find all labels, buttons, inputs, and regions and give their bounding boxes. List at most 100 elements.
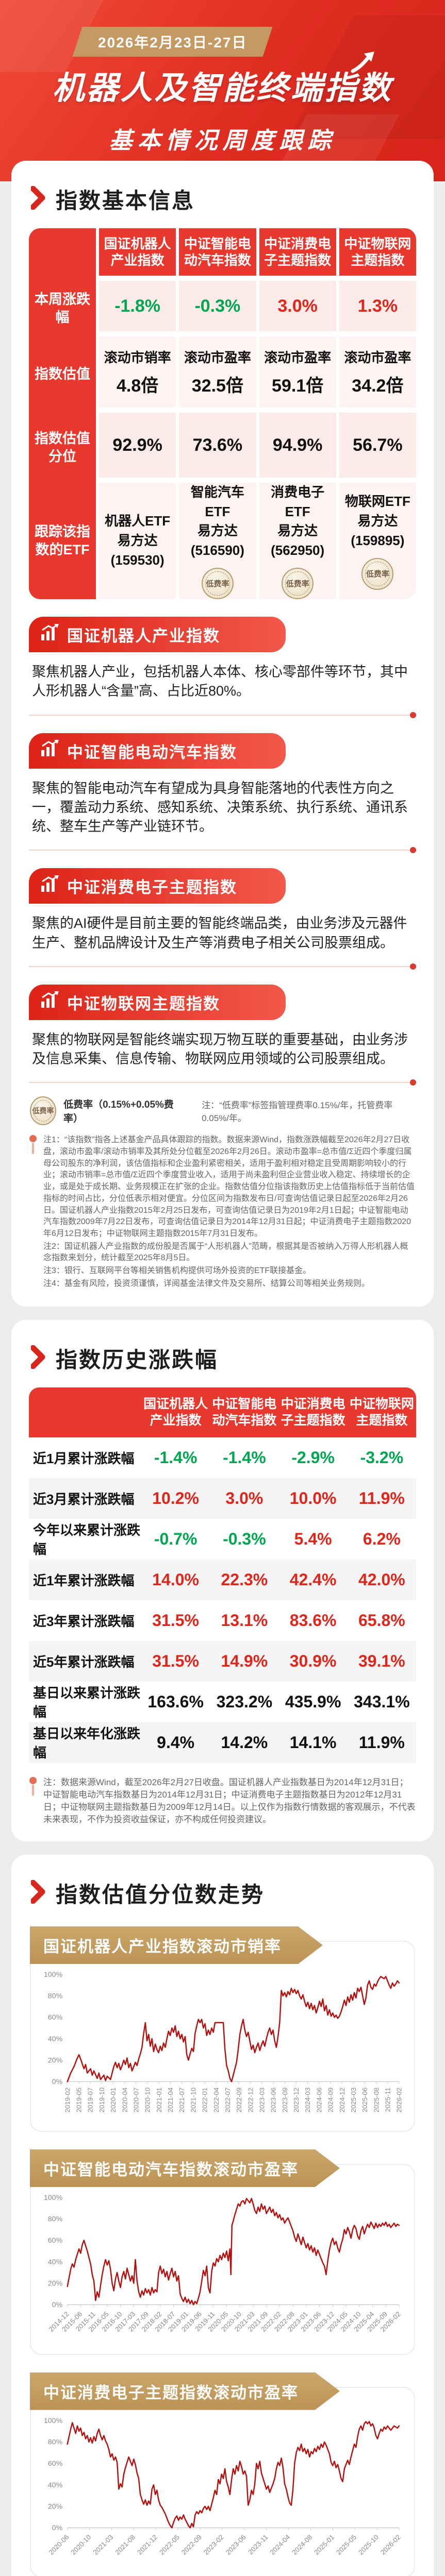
column-header: 中证物联网 主题指数 [347, 1387, 416, 1437]
svg-text:2023-02: 2023-02 [202, 2533, 225, 2556]
percentile-line-chart: 0%20%40%60%80%100%2014-122015-062015-112… [44, 2194, 402, 2333]
cell-value: 3.0% [277, 296, 318, 316]
svg-text:2023-11: 2023-11 [246, 2533, 269, 2555]
chart-growth-icon [40, 991, 59, 1013]
table-cell: 10.0% [278, 1478, 348, 1519]
svg-text:2022-09: 2022-09 [235, 2088, 243, 2113]
cell-value: 4.8倍 [116, 376, 159, 396]
table-cell: 30.9% [278, 1640, 348, 1682]
divider-line [29, 847, 416, 854]
low-fee-seal-icon: 低费率 [30, 1096, 57, 1126]
index-card-title: 中证智能电动汽车指数 [67, 743, 237, 761]
page-title-line2: 基本情况周度跟踪 [109, 127, 336, 154]
svg-text:2025-11: 2025-11 [384, 2088, 392, 2112]
row-label: 本周涨跌幅 [29, 281, 96, 336]
chart-panel: 国证机器人产业指数滚动市销率 0% 20% 40% 60% 80% 100% 2019-02 2… [30, 1941, 415, 2132]
table-cell: -0.3% [179, 281, 256, 336]
svg-text:2021-10: 2021-10 [189, 2088, 197, 2113]
table-cell: 323.2% [216, 1692, 273, 1711]
svg-text:60%: 60% [48, 2460, 63, 2468]
svg-text:0%: 0% [52, 2078, 63, 2086]
row-label: 近5年累计涨跌幅 [29, 1640, 141, 1682]
table-cell: 滚动市销率 4.8倍 [99, 336, 176, 413]
table-cell: 94.9% [259, 413, 336, 483]
table-cell: 滚动市盈率 34.2倍 [339, 336, 416, 413]
cell-value: 1.3% [357, 296, 398, 316]
title-accent-text: 指数 [324, 71, 393, 106]
svg-text:0%: 0% [52, 2524, 63, 2532]
table-cell: -0.3% [223, 1529, 266, 1548]
low-fee-legend-label: 低费率（0.15%+0.05%费率） [63, 1099, 174, 1125]
cell-metric-name: 滚动市盈率 [264, 350, 332, 365]
svg-text:2025-05: 2025-05 [335, 2533, 358, 2556]
table-cell: 14.2% [210, 1722, 279, 1763]
table-cell: -1.8% [99, 281, 176, 336]
table-corner-cell [29, 228, 96, 281]
index-card-description: 聚焦机器人产业，包括机器人本体、核心零部件等环节，其中人形机器人“含量”高、占比… [32, 664, 408, 699]
table-cell: 物联网ETF 易方达 (159895) 低费率 [339, 483, 416, 599]
svg-text:2020-10: 2020-10 [69, 2533, 92, 2556]
svg-text:2021-08: 2021-08 [113, 2533, 137, 2556]
etf-name-line: 易方达 [277, 523, 318, 539]
index-card-title: 中证物联网主题指数 [67, 994, 220, 1013]
chart-line-series [67, 2420, 400, 2529]
note-paragraph: 注4：基金有风险，投资须谨慎，详阅基金法律文件及交易所、结算公司等相关业务规则。 [43, 1279, 370, 1288]
row-label: 跟踪该指数的ETF [29, 483, 96, 599]
svg-text:2021-01: 2021-01 [155, 2088, 163, 2113]
svg-text:2023-06: 2023-06 [270, 2088, 277, 2113]
svg-text:20%: 20% [48, 2279, 63, 2287]
date-badge: 2026年2月23日-27日 [72, 27, 273, 57]
column-header-line: 主题指数 [356, 1413, 408, 1428]
cell-value: 73.6% [192, 435, 243, 455]
row-label: 指数估值 [29, 336, 96, 413]
svg-text:2022-12: 2022-12 [246, 2088, 254, 2113]
card-valuation-percentile: 指数估值分位数走势 国证机器人产业指数滚动市销率 0% 20% 40% 60% 80% 10… [11, 1855, 434, 2576]
chart-panel: 中证智能电动汽车指数滚动市盈率 0% 20% 40% 60% 80% 100% 2014-12… [30, 2164, 415, 2355]
cell-value: 34.2倍 [352, 376, 404, 396]
section-title: 指数基本信息 [56, 189, 195, 213]
divider-line [29, 963, 416, 970]
index-card-title: 中证消费电子主题指数 [67, 878, 237, 897]
column-header-line: 中证物联网 [344, 235, 411, 251]
basic-info-notes-text: 注1：“该指数”指各上述基金产品具体跟踪的指数。数据来源Wind，指数涨跌幅截至… [43, 1134, 416, 1291]
table-cell: 163.6% [147, 1692, 204, 1711]
svg-text:20%: 20% [48, 2502, 63, 2511]
column-header: 中证消费电 子主题指数 [259, 228, 336, 281]
table-cell: 14.9% [210, 1640, 279, 1682]
table-cell: 14.1% [278, 1722, 348, 1763]
svg-text:2020-06: 2020-06 [47, 2533, 71, 2556]
column-header: 国证机器人 产业指数 [141, 1387, 210, 1437]
svg-text:40%: 40% [48, 2258, 63, 2266]
table-cell: 343.1% [354, 1692, 410, 1711]
section-header-valuation: 指数估值分位数走势 [30, 1877, 416, 1909]
row-label: 指数估值分位 [29, 413, 96, 483]
chart-growth-icon [40, 740, 59, 761]
svg-text:2019-02: 2019-02 [63, 2088, 71, 2113]
page-title: 机器人及智能终端指数 基本情况周度跟踪 [0, 52, 445, 155]
column-header-line: 国证机器人 [143, 1396, 208, 1411]
column-header-line: 中证消费电 [281, 1396, 345, 1411]
column-header-line: 动汽车指数 [212, 1413, 277, 1428]
etf-name-line: (159530) [110, 552, 164, 568]
svg-text:80%: 80% [48, 2215, 63, 2223]
hero-header: 2026年2月23日-27日 机器人及智能终端指数 基本情况周度跟踪 [0, 0, 445, 181]
index-card-banner: 中证智能电动汽车指数 [29, 733, 286, 769]
row-label: 近1月累计涨跌幅 [33, 1450, 135, 1466]
table-cell: 22.3% [210, 1559, 279, 1600]
svg-text:40%: 40% [48, 2035, 63, 2043]
svg-text:2025-01: 2025-01 [312, 2533, 336, 2556]
svg-text:0%: 0% [52, 2301, 63, 2309]
table-cell: 42.0% [347, 1559, 416, 1600]
svg-text:2025-03: 2025-03 [350, 2088, 357, 2113]
svg-text:2020-10: 2020-10 [144, 2088, 152, 2113]
svg-text:2024-04: 2024-04 [268, 2533, 291, 2556]
page-title-line1: 机器人及智能终端指数 [52, 52, 393, 108]
table-cell: 智能汽车ETF 易方达 (516590) 低费率 [179, 483, 256, 599]
section-title: 指数历史涨跌幅 [56, 1347, 219, 1372]
cell-value: 94.9% [272, 435, 323, 455]
etf-name-line: 易方达 [197, 523, 238, 539]
table-cell: 31.5% [152, 1611, 199, 1630]
column-header-line: 中证智能电 [212, 1396, 277, 1411]
column-header-line: 子主题指数 [281, 1413, 345, 1428]
index-card-description: 聚焦的AI硬件是目前主要的智能终端品类，由业务涉及元器件生产、整机品牌设计及生产… [32, 916, 407, 951]
